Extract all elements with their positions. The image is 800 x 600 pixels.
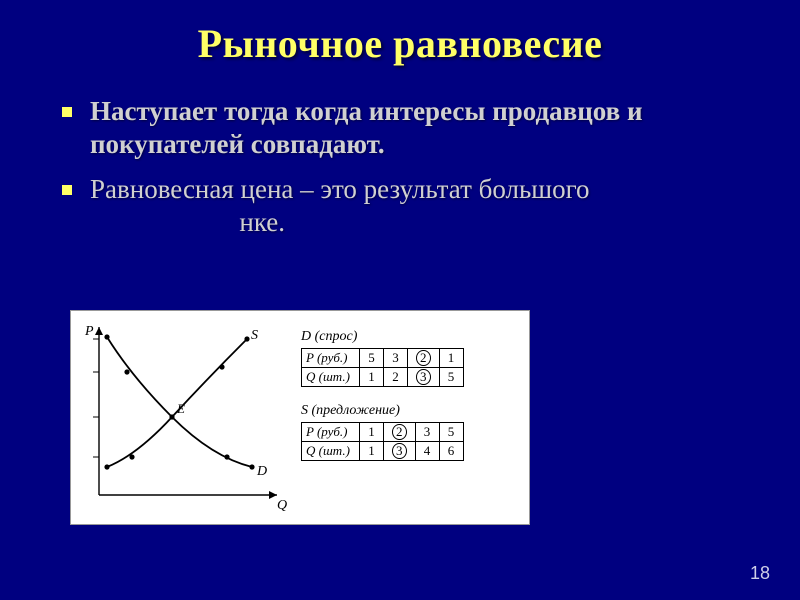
demand-table-label: D (спрос) [301, 329, 464, 345]
cell: 5 [439, 423, 463, 442]
page-number: 18 [750, 563, 770, 584]
table-row: Q (шт.) 1 2 3 5 [302, 368, 464, 387]
supply-table-label: S (предложение) [301, 403, 464, 419]
cell: 3 [384, 442, 416, 461]
cell: 1 [360, 442, 384, 461]
cell: 2 [384, 423, 416, 442]
cell: 3 [415, 423, 439, 442]
tables-container: D (спрос) P (руб.) 5 3 2 1 Q (шт.) 1 2 3… [301, 329, 464, 477]
bullet2-text: Равновесная цена – это результат большог… [90, 174, 590, 204]
table-row: P (руб.) 1 2 3 5 [302, 423, 464, 442]
cell: 1 [360, 423, 384, 442]
supply-table: P (руб.) 1 2 3 5 Q (шт.) 1 3 4 6 [301, 422, 464, 461]
chart-container: P Q S D E D (спрос) [70, 310, 530, 525]
cell: 6 [439, 442, 463, 461]
row-header: Q (шт.) [302, 368, 360, 387]
cell: 2 [384, 368, 408, 387]
table-row: Q (шт.) 1 3 4 6 [302, 442, 464, 461]
row-header: Q (шт.) [302, 442, 360, 461]
bullet2-tail: нке. [239, 207, 285, 237]
y-axis-label: P [84, 324, 94, 339]
cell: 2 [408, 349, 440, 368]
cell: 1 [439, 349, 463, 368]
cell: 4 [415, 442, 439, 461]
supply-label: S [251, 328, 258, 343]
row-header: P (руб.) [302, 349, 360, 368]
demand-label: D [256, 464, 267, 479]
cell: 1 [360, 368, 384, 387]
table-row: P (руб.) 5 3 2 1 [302, 349, 464, 368]
cell: 5 [439, 368, 463, 387]
equilibrium-label: E [176, 401, 185, 416]
row-header: P (руб.) [302, 423, 360, 442]
x-axis-label: Q [277, 498, 287, 513]
demand-table: P (руб.) 5 3 2 1 Q (шт.) 1 2 3 5 [301, 348, 464, 387]
bullet-item-1: Наступает тогда когда интересы продавцов… [62, 95, 750, 161]
cell: 3 [408, 368, 440, 387]
cell: 3 [384, 349, 408, 368]
bullet-list: Наступает тогда когда интересы продавцов… [50, 95, 750, 239]
bullet-item-2: Равновесная цена – это результат большог… [62, 173, 750, 239]
cell: 5 [360, 349, 384, 368]
slide-title: Рыночное равновесие [50, 20, 750, 67]
slide: Рыночное равновесие Наступает тогда когд… [0, 0, 800, 600]
supply-demand-chart: P Q S D E [77, 317, 297, 517]
